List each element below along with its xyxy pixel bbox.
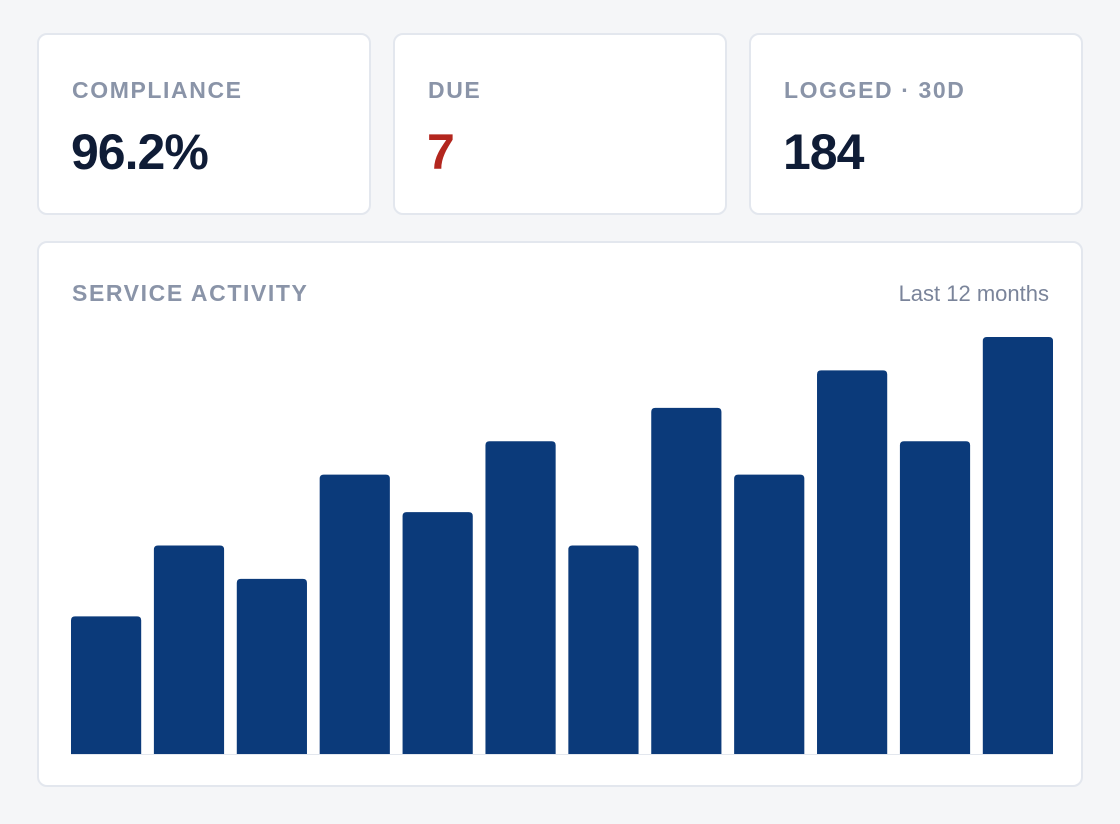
chart-bar-9 [734,474,805,754]
chart-bar-5 [402,512,473,754]
chart-bar-6 [485,441,556,754]
service-activity-chart [71,337,1053,755]
stats-row: COMPLIANCE 96.2% DUE 7 LOGGED · 30D 184 [37,33,1083,215]
chart-bar-8 [651,407,722,754]
due-value: 7 [427,124,455,180]
chart-bar-7 [568,545,639,754]
logged-value: 184 [783,124,864,180]
logged-label: LOGGED · 30D [784,77,966,103]
service-activity-card: SERVICE ACTIVITY Last 12 months [37,241,1083,787]
chart-bar-1 [71,616,142,754]
chart-bar-2 [153,545,225,754]
compliance-label: COMPLIANCE [72,77,243,103]
due-stat-card: DUE 7 [393,33,727,215]
chart-bar-3 [236,578,307,754]
chart-bar-10 [817,370,888,754]
logged-stat-card: LOGGED · 30D 184 [749,33,1083,215]
chart-range-label: Last 12 months [898,281,1049,306]
compliance-value: 96.2% [71,124,209,180]
chart-bar-4 [319,474,390,754]
chart-bar-11 [899,441,971,754]
chart-title: SERVICE ACTIVITY [72,280,309,306]
compliance-stat-card: COMPLIANCE 96.2% [37,33,371,215]
due-label: DUE [428,77,482,103]
chart-bar-12 [982,337,1053,754]
